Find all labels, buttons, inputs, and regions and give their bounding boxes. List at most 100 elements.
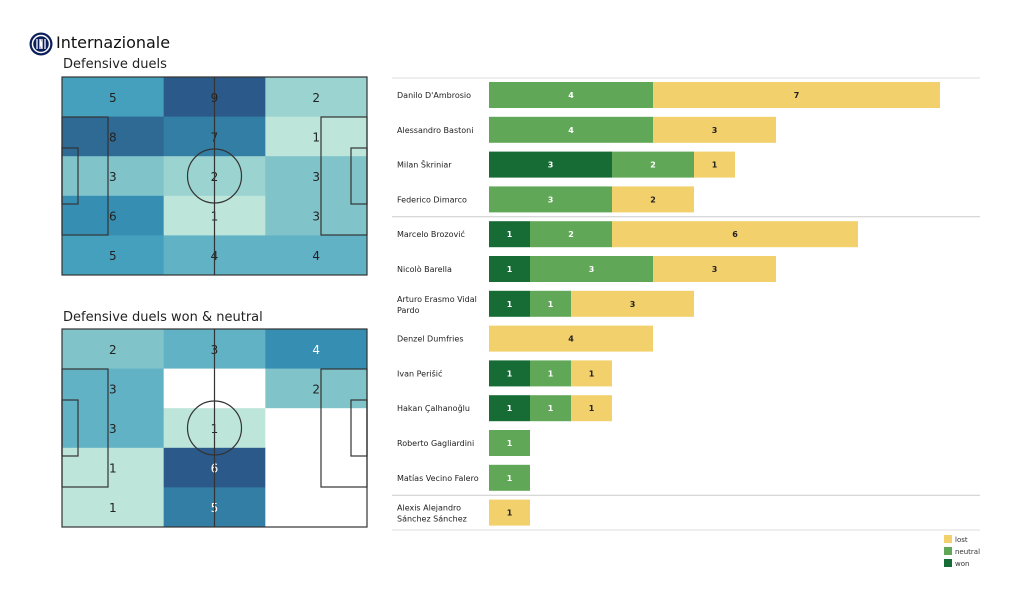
heatmap-cell xyxy=(62,368,165,409)
player-name: Hakan Çalhanoğlu xyxy=(397,404,470,413)
player-name: Denzel Dumfries xyxy=(397,335,463,344)
heatmap-cell xyxy=(265,487,368,528)
bar-value-lost: 1 xyxy=(589,404,595,413)
heatmap-cell-value: 8 xyxy=(109,130,117,144)
bar-segment-lost xyxy=(694,151,735,178)
heatmap-cell-value: 2 xyxy=(109,343,117,357)
bar-value-lost: 6 xyxy=(732,230,738,239)
bar-segment-lost xyxy=(571,360,612,387)
bar-value-neutral: 4 xyxy=(568,126,574,135)
bar-value-neutral: 3 xyxy=(589,265,595,274)
legend-swatch-neutral xyxy=(944,547,952,555)
player-name: Alessandro Bastoni xyxy=(397,126,473,135)
player-name: Arturo Erasmo Vidal xyxy=(397,295,477,304)
bar-segment-neutral xyxy=(489,186,612,213)
bar-value-won: 1 xyxy=(507,265,513,274)
bar-segment-lost xyxy=(489,499,530,526)
bar-value-neutral: 2 xyxy=(568,230,574,239)
pitch-center-circle xyxy=(186,148,243,204)
pitch-goal-area-right xyxy=(350,147,368,205)
bar-value-lost: 1 xyxy=(712,161,718,170)
bar-segment-lost xyxy=(612,186,694,213)
heatmap-cell-value: 2 xyxy=(312,382,320,396)
pitch-goal-area-right xyxy=(350,399,368,457)
heatmap-cell xyxy=(265,77,368,118)
bar-value-neutral: 1 xyxy=(548,369,554,378)
bar-segment-neutral xyxy=(530,395,571,422)
bar-value-lost: 1 xyxy=(507,509,513,518)
bar-value-neutral: 1 xyxy=(548,404,554,413)
heatmap-cell-value: 5 xyxy=(109,91,117,105)
bar-segment-lost xyxy=(612,221,858,248)
pitch-goal-area-left xyxy=(61,147,79,205)
bar-segment-lost xyxy=(571,290,694,317)
heatmap-cell xyxy=(62,447,165,488)
legend-label-neutral: neutral xyxy=(955,548,980,556)
player-name: Alexis Alejandro xyxy=(397,504,461,513)
bar-segment-won xyxy=(489,151,612,178)
heatmap-cell-value: 1 xyxy=(109,501,117,515)
bar-segment-neutral xyxy=(612,151,694,178)
bar-value-lost: 3 xyxy=(712,265,718,274)
player-name: Danilo D'Ambrosio xyxy=(397,91,471,100)
bar-value-lost: 7 xyxy=(794,91,800,100)
bar-segment-neutral xyxy=(489,464,530,491)
player-name: Matías Vecino Falero xyxy=(397,474,479,483)
bar-segment-neutral xyxy=(489,116,653,143)
bar-value-lost: 2 xyxy=(650,195,656,204)
heatmap-cell xyxy=(265,329,368,370)
heatmap-title-defensive-duels: Defensive duels xyxy=(63,57,167,72)
bar-segment-won xyxy=(489,221,530,248)
bar-value-neutral: 3 xyxy=(548,195,554,204)
heatmap-cell-value: 2 xyxy=(312,91,320,105)
bar-value-neutral: 1 xyxy=(507,474,513,483)
bar-value-lost: 3 xyxy=(630,300,636,309)
bar-value-neutral: 4 xyxy=(568,91,574,100)
heatmap-cell-value: 3 xyxy=(312,210,320,224)
legend-swatch-lost xyxy=(944,535,952,543)
legend-swatch-won xyxy=(944,559,952,567)
bar-segment-won xyxy=(489,290,530,317)
bar-segment-neutral xyxy=(530,221,612,248)
player-name: Sánchez Sánchez xyxy=(397,515,467,524)
bar-segment-lost xyxy=(571,395,612,422)
bar-value-lost: 1 xyxy=(589,369,595,378)
player-name: Milan Škriniar xyxy=(397,159,452,170)
bar-segment-lost xyxy=(653,82,940,108)
bar-segment-lost xyxy=(653,256,776,282)
heatmap-title-won-neutral: Defensive duels won & neutral xyxy=(63,310,263,325)
bar-value-won: 1 xyxy=(507,369,513,378)
player-name: Ivan Perišić xyxy=(397,368,442,378)
heatmap-cell-value: 4 xyxy=(312,343,320,357)
heatmap-cell-value: 1 xyxy=(312,130,320,144)
heatmap-cell xyxy=(62,408,165,449)
heatmap-cell-value: 6 xyxy=(109,210,117,224)
player-name: Pardo xyxy=(397,306,420,315)
heatmap-cell xyxy=(62,235,165,276)
bar-value-won: 1 xyxy=(507,230,513,239)
player-name: Marcelo Brozović xyxy=(397,229,465,239)
bar-segment-won xyxy=(489,256,530,282)
heatmap-cell-value: 3 xyxy=(109,422,117,436)
bar-segment-lost xyxy=(489,325,653,352)
bar-value-lost: 4 xyxy=(568,335,574,344)
heatmap-cell xyxy=(62,156,165,197)
bar-segment-neutral xyxy=(530,360,571,387)
legend-label-won: won xyxy=(955,560,969,568)
heatmap-cell xyxy=(62,116,165,157)
heatmap-cell xyxy=(265,447,368,488)
team-name: Internazionale xyxy=(56,33,171,52)
bar-value-won: 3 xyxy=(548,161,554,170)
bar-value-won: 1 xyxy=(507,300,513,309)
heatmap-cell-value: 5 xyxy=(109,249,117,263)
bar-segment-neutral xyxy=(530,290,571,317)
legend-label-lost: lost xyxy=(955,536,968,544)
heatmap-cell xyxy=(62,195,165,236)
heatmap-cell-value: 1 xyxy=(109,462,117,476)
bar-value-neutral: 1 xyxy=(507,439,513,448)
bar-segment-neutral xyxy=(489,82,653,108)
pitch-center-circle xyxy=(186,400,243,456)
bar-value-neutral: 2 xyxy=(650,161,656,170)
bar-value-lost: 3 xyxy=(712,126,718,135)
